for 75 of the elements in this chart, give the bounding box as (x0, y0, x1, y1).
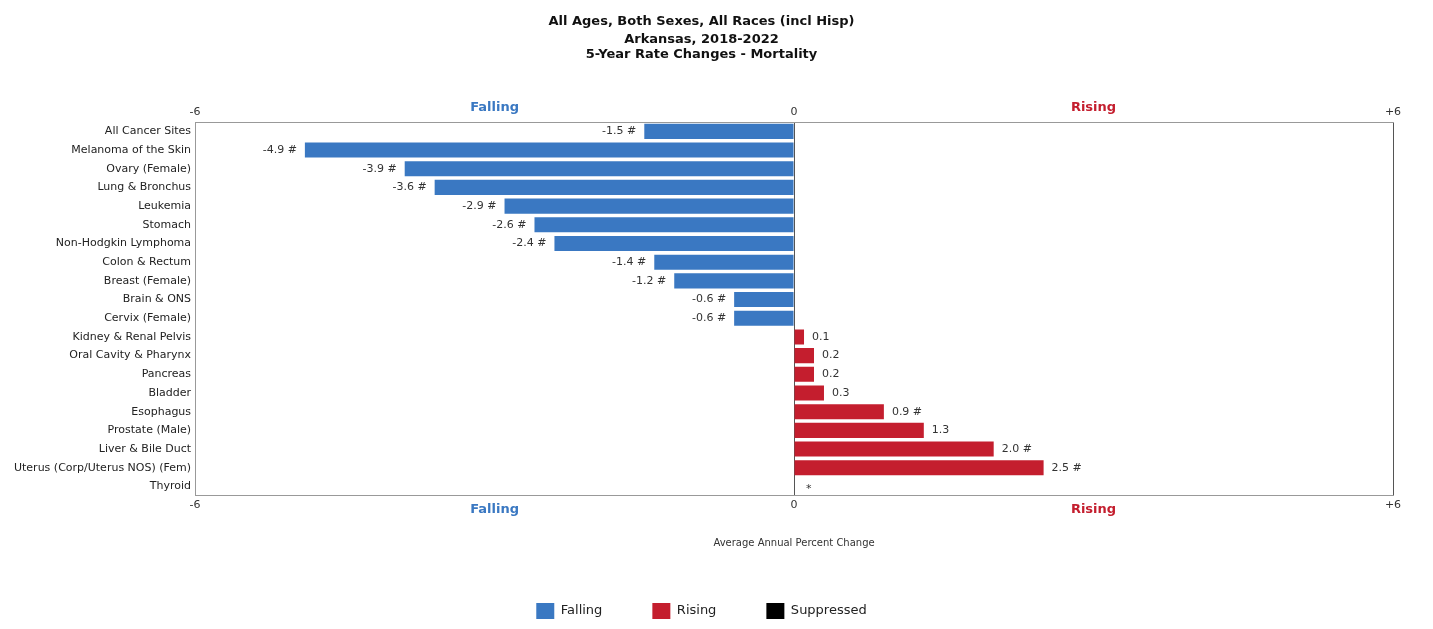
data-label: 0.9 # (891, 404, 923, 418)
bar (734, 292, 794, 308)
bar (504, 198, 794, 214)
bar (794, 385, 824, 401)
y-tick-label: Prostate (Male) (107, 423, 192, 437)
data-label: -2.6 # (492, 217, 527, 231)
data-label: -3.9 # (362, 161, 397, 175)
data-label: 0.2 (822, 367, 840, 381)
y-tick-label: Cervix (Female) (104, 311, 192, 325)
x-tick-label: +6 (1384, 105, 1402, 119)
bar (794, 329, 805, 345)
x-tick-label: 0 (790, 105, 798, 119)
text: * (806, 482, 812, 496)
bar (794, 441, 994, 457)
y-tick-label: Non-Hodgkin Lymphoma (55, 236, 192, 250)
data-label: 2.5 # (1051, 460, 1082, 474)
y-tick-label: Bladder (148, 385, 192, 399)
data-label: -4.9 # (262, 142, 297, 156)
data-label: -2.4 # (512, 236, 547, 250)
bar (794, 366, 814, 382)
x-tick-label: -6 (189, 105, 201, 119)
legend-label: Falling (560, 602, 603, 618)
bar (644, 123, 794, 139)
y-tick-label: Ovary (Female) (106, 161, 192, 175)
data-label: 0.3 (831, 385, 850, 399)
data-label: -0.6 # (691, 311, 727, 325)
bar (794, 404, 884, 420)
y-tick-label: All Cancer Sites (104, 124, 192, 138)
legend-label: Suppressed (790, 602, 867, 618)
data-label: -1.4 # (612, 255, 647, 269)
bar (554, 235, 794, 252)
bar (434, 179, 794, 195)
bar (734, 310, 794, 326)
text: Falling (470, 501, 519, 517)
data-label: 0.1 (812, 329, 830, 343)
x2-tick-label: -6 (189, 498, 201, 512)
bar (794, 348, 814, 364)
bar (404, 161, 794, 177)
data-label: 2.0 # (1001, 441, 1032, 455)
data-label: -3.6 # (392, 180, 427, 194)
y-tick-label: Esophagus (131, 404, 192, 418)
y-tick-label: Colon & Rectum (102, 255, 192, 269)
x-axis-title: Average Annual Percent Change (713, 536, 875, 548)
data-label: -2.9 # (462, 198, 497, 212)
y-tick-label: Pancreas (141, 367, 192, 381)
y-tick-label: Liver & Bile Duct (98, 441, 192, 455)
bar (654, 254, 794, 270)
y-tick-label: Uterus (Corp/Uterus NOS) (Fem) (13, 460, 192, 474)
data-label: -1.2 # (632, 273, 667, 287)
y-tick-label: Stomach (142, 217, 192, 231)
data-label: 0.2 (822, 348, 840, 362)
y-tick-label: Brain & ONS (122, 292, 192, 306)
y-tick-label: Kidney & Renal Pelvis (72, 329, 192, 343)
bar (674, 273, 794, 289)
data-label: -1.5 # (602, 124, 637, 138)
text: Rising (1070, 501, 1117, 517)
y-tick-label: Breast (Female) (103, 273, 192, 287)
x2-tick-label: 0 (790, 498, 798, 512)
y-tick-label: Lung & Bronchus (97, 180, 192, 194)
chart-title: All Ages, Both Sexes, All Races (incl Hisp) (548, 13, 855, 29)
data-label: -0.6 # (691, 292, 727, 306)
bar (794, 460, 1044, 476)
bar (304, 142, 794, 158)
y-tick-label: Leukemia (138, 198, 192, 212)
bar (794, 422, 924, 438)
text: Rising (1070, 99, 1117, 115)
y-tick-label: Melanoma of the Skin (71, 142, 192, 156)
legend-label: Rising (676, 602, 717, 618)
x2-tick-label: +6 (1384, 498, 1402, 512)
y-tick-label: Thyroid (148, 479, 192, 493)
chart-subtitle: Arkansas, 2018-2022 5-Year Rate Changes - Mortality (585, 30, 818, 62)
bar (534, 217, 794, 233)
y-tick-label: Oral Cavity & Pharynx (69, 348, 192, 362)
data-label: 1.3 (931, 423, 950, 437)
text: Falling (470, 99, 519, 115)
